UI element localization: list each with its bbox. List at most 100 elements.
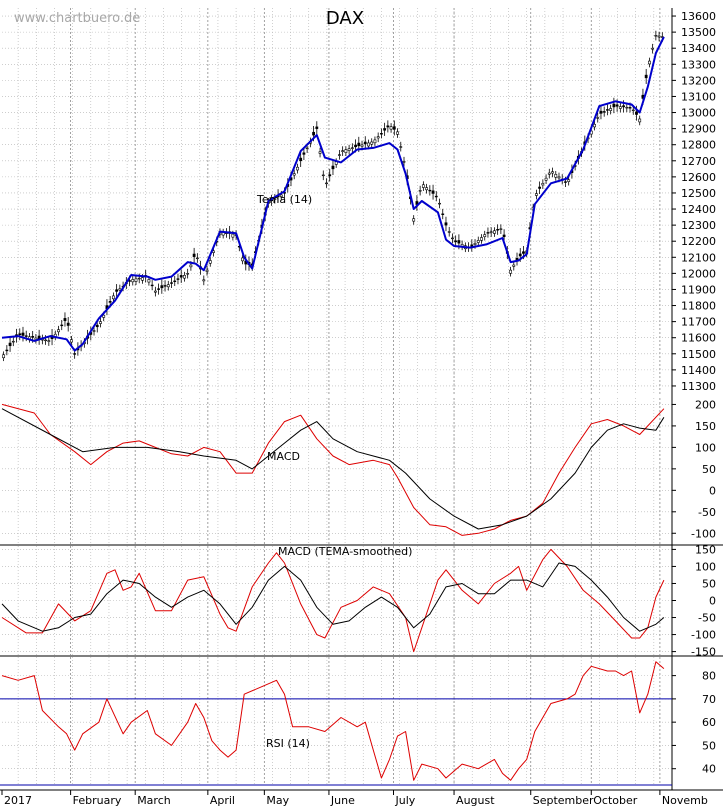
y-tick-label: 50 xyxy=(702,739,716,752)
price-body xyxy=(2,354,6,359)
price-body xyxy=(370,141,374,145)
price-body xyxy=(638,118,642,123)
price-body xyxy=(644,74,648,79)
price-body xyxy=(657,35,661,38)
price-body xyxy=(379,133,383,135)
price-body xyxy=(195,257,199,260)
price-body xyxy=(350,147,354,149)
price-body xyxy=(60,324,64,327)
y-tick-label: 12000 xyxy=(681,267,716,280)
price-body xyxy=(557,176,561,179)
price-body xyxy=(602,111,606,113)
price-body xyxy=(31,336,35,338)
price-body xyxy=(418,190,422,192)
price-body xyxy=(402,161,406,163)
price-body xyxy=(386,125,390,128)
price-body xyxy=(57,329,60,333)
y-tick-label: 13500 xyxy=(681,26,716,39)
price-body xyxy=(328,174,332,177)
price-body xyxy=(373,139,377,144)
y-tick-label: 100 xyxy=(695,560,716,573)
price-body xyxy=(231,233,235,238)
price-body xyxy=(596,117,600,119)
tema-label: Tema (14) xyxy=(256,193,312,206)
price-body xyxy=(625,106,629,109)
price-body xyxy=(554,174,558,178)
price-body xyxy=(512,264,516,267)
price-body xyxy=(170,282,173,284)
price-body xyxy=(150,284,154,287)
price-body xyxy=(166,284,170,288)
grid-layer xyxy=(2,8,672,785)
x-tick-label: Novemb xyxy=(662,794,708,807)
y-tick-label: 12300 xyxy=(681,219,716,232)
price-body xyxy=(547,172,551,175)
price-body xyxy=(331,165,335,170)
price-body xyxy=(622,105,625,108)
price-body xyxy=(599,110,603,114)
price-body xyxy=(44,339,47,342)
macd-signal-line xyxy=(1,408,665,530)
y-tick-label: 11800 xyxy=(681,300,716,313)
y-tick-label: 11400 xyxy=(681,364,716,377)
price-body xyxy=(73,353,77,355)
x-tick-label: May xyxy=(266,794,289,807)
price-body xyxy=(192,253,196,257)
price-body xyxy=(376,136,380,139)
price-body xyxy=(567,179,571,182)
rsi-line xyxy=(1,661,665,781)
macd-line xyxy=(1,403,665,536)
price-body xyxy=(63,318,67,321)
price-body xyxy=(141,277,144,281)
y-tick-label: 13300 xyxy=(681,58,716,71)
price-body xyxy=(354,144,357,148)
rsi-label: RSI (14) xyxy=(266,737,310,750)
price-body xyxy=(444,222,448,226)
y-tick-label: 13000 xyxy=(681,107,716,120)
price-body xyxy=(21,332,25,336)
y-tick-label: -50 xyxy=(698,612,716,625)
y-tick-label: -50 xyxy=(698,506,716,519)
price-body xyxy=(344,149,348,153)
x-tick-label: April xyxy=(210,794,235,807)
y-tick-label: 0 xyxy=(709,595,716,608)
price-body xyxy=(347,148,351,151)
price-body xyxy=(357,142,361,147)
macd-label: MACD xyxy=(267,450,300,463)
price-body xyxy=(454,240,458,243)
price-body xyxy=(628,107,632,109)
price-body xyxy=(66,322,70,326)
price-body xyxy=(147,279,151,283)
y-tick-label: 0 xyxy=(709,484,716,497)
price-body xyxy=(457,240,461,244)
y-tick-label: 50 xyxy=(702,577,716,590)
price-body xyxy=(618,106,622,109)
y-tick-label: -150 xyxy=(691,646,716,659)
y-tick-label: 12700 xyxy=(681,155,716,168)
y-tick-label: 200 xyxy=(695,398,716,411)
price-body xyxy=(635,111,638,115)
y-tick-label: 40 xyxy=(702,763,716,776)
price-body xyxy=(496,229,500,231)
y-tick-label: 70 xyxy=(702,693,716,706)
y-tick-label: 12200 xyxy=(681,235,716,248)
y-tick-label: 150 xyxy=(695,543,716,556)
watermark-text: www.chartbuero.de xyxy=(14,11,140,26)
price-body xyxy=(325,182,328,185)
price-body xyxy=(518,253,522,257)
price-body xyxy=(447,231,451,233)
price-body xyxy=(480,237,483,241)
price-body xyxy=(70,339,73,343)
price-body xyxy=(208,260,212,264)
price-body xyxy=(305,147,309,150)
price-body xyxy=(11,340,15,343)
price-body xyxy=(392,126,396,130)
price-body xyxy=(515,257,519,261)
chart-title: DAX xyxy=(326,8,364,29)
price-body xyxy=(338,154,341,156)
price-body xyxy=(115,289,119,292)
axis-layer: 11300 11400 11500 11600 11700 11800 11900 12000… xyxy=(1,10,716,807)
y-tick-label: 12400 xyxy=(681,203,716,216)
price-body xyxy=(153,290,157,293)
price-body xyxy=(486,232,490,234)
